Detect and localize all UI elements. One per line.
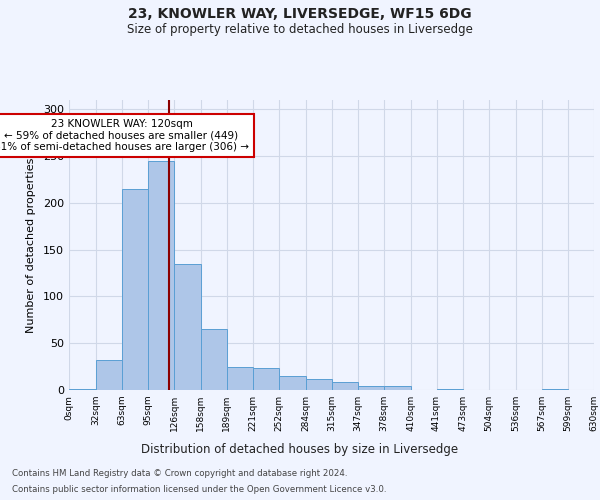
Text: 23, KNOWLER WAY, LIVERSEDGE, WF15 6DG: 23, KNOWLER WAY, LIVERSEDGE, WF15 6DG: [128, 8, 472, 22]
Bar: [227, 366, 253, 390]
Bar: [253, 368, 279, 390]
Bar: [542, 389, 568, 390]
Bar: [384, 386, 410, 390]
Text: Distribution of detached houses by size in Liversedge: Distribution of detached houses by size …: [142, 442, 458, 456]
Bar: [148, 161, 174, 390]
Y-axis label: Number of detached properties: Number of detached properties: [26, 158, 36, 332]
Bar: [331, 382, 358, 390]
Bar: [121, 189, 148, 390]
Bar: [200, 329, 227, 390]
Bar: [174, 264, 200, 390]
Bar: [95, 360, 121, 390]
Bar: [358, 386, 384, 390]
Text: Contains HM Land Registry data © Crown copyright and database right 2024.: Contains HM Land Registry data © Crown c…: [12, 469, 347, 478]
Text: 23 KNOWLER WAY: 120sqm
← 59% of detached houses are smaller (449)
41% of semi-de: 23 KNOWLER WAY: 120sqm ← 59% of detached…: [0, 118, 249, 152]
Bar: [437, 389, 463, 390]
Text: Contains public sector information licensed under the Open Government Licence v3: Contains public sector information licen…: [12, 485, 386, 494]
Bar: [279, 376, 305, 390]
Bar: [69, 389, 95, 390]
Text: Size of property relative to detached houses in Liversedge: Size of property relative to detached ho…: [127, 22, 473, 36]
Bar: [305, 379, 331, 390]
